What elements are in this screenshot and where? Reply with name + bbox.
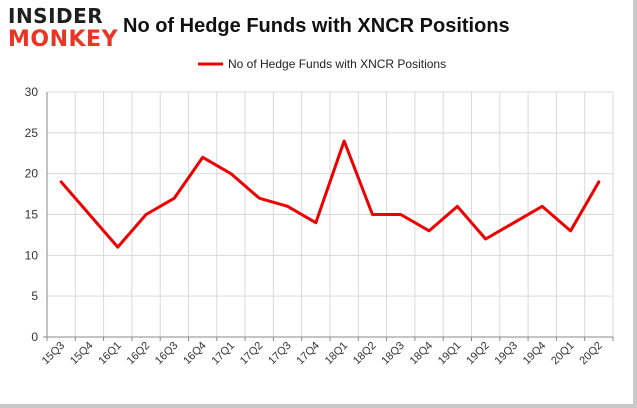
series-line — [59, 139, 601, 249]
data-point — [512, 221, 516, 224]
x-tick-label: 19Q2 — [464, 340, 492, 368]
legend: No of Hedge Funds with XNCR Positions — [198, 57, 446, 71]
y-tick-label: 0 — [31, 330, 38, 344]
logo-line-insider: INSIDER — [8, 4, 104, 28]
x-tick-label: 16Q4 — [181, 340, 209, 368]
x-tick-label: 16Q2 — [125, 340, 153, 368]
axes — [43, 92, 614, 341]
data-point — [342, 139, 346, 143]
logo-line-monkey: MONKEY — [8, 27, 119, 52]
data-point — [173, 196, 176, 200]
x-tick-label: 17Q1 — [210, 340, 238, 368]
data-point — [484, 237, 487, 241]
x-tick-label: 19Q3 — [493, 340, 521, 368]
x-tick-label: 20Q2 — [577, 340, 605, 368]
series-group — [59, 139, 601, 249]
data-point — [229, 172, 233, 175]
data-point — [541, 205, 544, 208]
gridlines — [46, 91, 614, 337]
data-point — [427, 229, 431, 233]
x-tick-label: 16Q3 — [153, 340, 181, 368]
insider-monkey-logo: INSIDER MONKEY — [8, 6, 118, 54]
x-tick-label: 18Q1 — [323, 340, 351, 368]
x-tick-label: 15Q3 — [40, 340, 68, 368]
x-tick-label: 19Q1 — [436, 340, 464, 368]
data-point — [597, 180, 601, 184]
x-tick-label: 17Q3 — [266, 340, 294, 368]
data-point — [201, 156, 204, 159]
data-point — [144, 213, 148, 216]
data-point — [371, 213, 374, 216]
x-tick-label: 18Q3 — [379, 340, 407, 368]
data-point — [286, 205, 289, 208]
y-axis-ticks: 0 5 10 15 20 25 30 — [25, 85, 39, 344]
y-tick-label: 15 — [25, 208, 39, 222]
x-tick-label: 17Q2 — [238, 340, 266, 368]
x-tick-label: 16Q1 — [96, 340, 124, 368]
x-tick-label: 17Q4 — [294, 340, 322, 368]
legend-label: No of Hedge Funds with XNCR Positions — [228, 57, 446, 71]
data-point — [456, 205, 459, 208]
y-tick-label: 5 — [31, 289, 38, 303]
y-tick-label: 10 — [25, 248, 39, 262]
y-tick-label: 25 — [25, 126, 39, 140]
data-point — [314, 221, 318, 224]
chart-title: No of Hedge Funds with XNCR Positions — [123, 15, 510, 37]
x-axis-ticks: 15Q3 15Q4 16Q1 16Q2 16Q3 16Q4 17Q1 17Q2 17Q3 17Q4… — [40, 340, 605, 368]
data-point — [258, 196, 261, 200]
data-point — [88, 213, 91, 216]
x-tick-label: 20Q1 — [549, 340, 577, 368]
x-tick-label: 18Q4 — [408, 340, 436, 368]
data-point — [116, 245, 119, 249]
x-tick-label: 15Q4 — [68, 340, 96, 368]
data-point — [399, 213, 402, 216]
y-tick-label: 30 — [25, 85, 39, 99]
x-tick-label: 19Q4 — [521, 340, 549, 368]
y-tick-label: 20 — [25, 167, 39, 181]
data-point — [59, 180, 63, 184]
x-tick-label: 18Q2 — [351, 340, 379, 368]
data-point — [569, 229, 572, 233]
